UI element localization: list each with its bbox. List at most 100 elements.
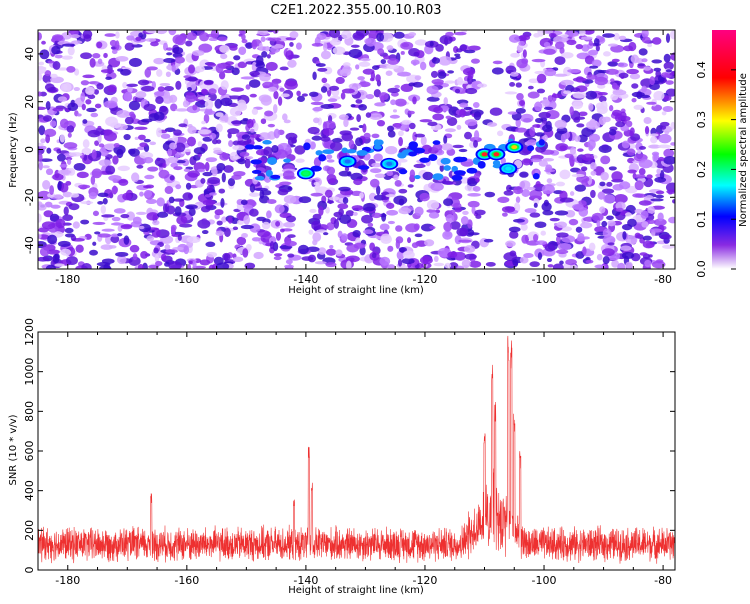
heatmap-cell — [199, 259, 211, 266]
heatmap-cell — [358, 81, 371, 88]
heatmap-cell — [641, 221, 649, 228]
heatmap-cell — [176, 215, 188, 225]
heatmap-cell — [378, 92, 389, 101]
heatmap-cell — [115, 251, 129, 257]
heatmap-cell — [100, 69, 115, 74]
heatmap-cell — [100, 244, 113, 250]
heatmap-cell — [585, 90, 598, 100]
heatmap-cell — [380, 59, 386, 65]
heatmap-cell — [326, 200, 335, 204]
heatmap-cell — [66, 66, 76, 73]
heatmap-cell — [507, 111, 518, 115]
heatmap-cell — [329, 141, 343, 152]
heatmap-cell — [428, 211, 440, 219]
heatmap-cell — [597, 191, 606, 200]
heatmap-cell — [603, 194, 616, 204]
heatmap-cell — [38, 32, 42, 41]
heatmap-cell — [638, 48, 648, 56]
heatmap-cell — [463, 106, 472, 111]
heatmap-cell — [246, 118, 254, 129]
heatmap-cell — [298, 244, 309, 255]
heatmap-cell — [467, 70, 474, 80]
heatmap-cell — [380, 32, 394, 43]
heatmap-cell — [258, 42, 263, 51]
heatmap-cell — [361, 214, 373, 224]
heatmap-cell — [249, 133, 261, 138]
heatmap-cell — [456, 227, 469, 237]
heatmap-cell — [271, 144, 279, 153]
heatmap-cell — [265, 169, 273, 177]
heatmap-cell — [337, 203, 349, 210]
heatmap-cell — [606, 215, 614, 221]
heatmap-cell — [492, 159, 501, 167]
heatmap-cell — [45, 134, 51, 144]
heatmap-cell — [143, 138, 151, 143]
spectrogram-y-label: Frequency (Hz) — [8, 112, 19, 188]
heatmap-cell — [154, 254, 160, 263]
heatmap-cell — [73, 163, 86, 171]
heatmap-cell — [277, 96, 283, 106]
heatmap-cell — [67, 46, 75, 56]
heatmap-cell — [348, 48, 363, 59]
heatmap-cell — [120, 68, 132, 76]
heatmap-cell — [156, 127, 162, 138]
heatmap-cell — [47, 234, 58, 245]
heatmap-cell — [503, 252, 518, 261]
heatmap-cell — [241, 232, 249, 238]
heatmap-cell — [660, 121, 670, 127]
heatmap-cell — [126, 83, 139, 87]
y-tick-label: 20 — [23, 95, 36, 109]
heatmap-cell — [322, 149, 335, 155]
heatmap-cell — [429, 225, 436, 230]
spectrogram-panel: -180 -160 -140 -120 -100 -80 -40 -20 0 20 40 Heig… — [8, 29, 676, 296]
heatmap-cell — [420, 223, 434, 232]
heatmap-cell — [600, 155, 611, 165]
heatmap-cell — [82, 74, 95, 79]
heatmap-cell — [475, 177, 480, 182]
heatmap-cell — [508, 34, 521, 43]
heatmap-cell — [160, 133, 171, 139]
heatmap-cell — [187, 126, 197, 135]
heatmap-cell — [440, 157, 451, 165]
heatmap-cell — [63, 206, 69, 216]
heatmap-cell — [536, 73, 547, 84]
heatmap-cell — [243, 215, 251, 225]
heatmap-cell — [585, 259, 594, 264]
heatmap-cell — [267, 157, 278, 165]
heatmap-cell — [163, 86, 174, 92]
heatmap-cell — [516, 58, 528, 69]
heatmap-cell — [351, 205, 364, 211]
heatmap-cell — [353, 242, 366, 249]
heatmap-cell — [432, 143, 443, 151]
heatmap-cell — [117, 165, 130, 172]
heatmap-cell — [187, 87, 192, 92]
heatmap-cell — [559, 145, 567, 151]
heatmap-cell — [542, 210, 554, 216]
heatmap-cell — [272, 104, 278, 114]
heatmap-cell — [433, 106, 444, 114]
heatmap-cell — [665, 33, 671, 43]
heatmap-cell — [362, 229, 374, 235]
heatmap-cell — [312, 213, 322, 221]
heatmap-cell — [96, 41, 103, 49]
heatmap-cell — [409, 169, 416, 179]
heatmap-cell — [444, 36, 449, 46]
heatmap-cell — [369, 113, 383, 121]
heatmap-cell — [153, 247, 159, 254]
heatmap-cell — [42, 115, 53, 122]
heatmap-cell — [420, 135, 427, 146]
heatmap-cell — [38, 233, 42, 239]
heatmap-cell — [398, 136, 403, 147]
heatmap-cell — [94, 103, 102, 109]
heatmap-cell — [170, 224, 177, 231]
heatmap-cell — [458, 148, 468, 153]
heatmap-cell — [47, 60, 55, 64]
heatmap-cell — [578, 111, 588, 117]
heatmap-cell — [523, 252, 534, 258]
heatmap-cell — [124, 42, 135, 51]
heatmap-cell — [385, 146, 398, 155]
heatmap-cell — [430, 182, 444, 192]
heatmap-cell — [599, 206, 606, 214]
heatmap-cell — [352, 211, 358, 216]
heatmap-cell — [394, 84, 400, 89]
